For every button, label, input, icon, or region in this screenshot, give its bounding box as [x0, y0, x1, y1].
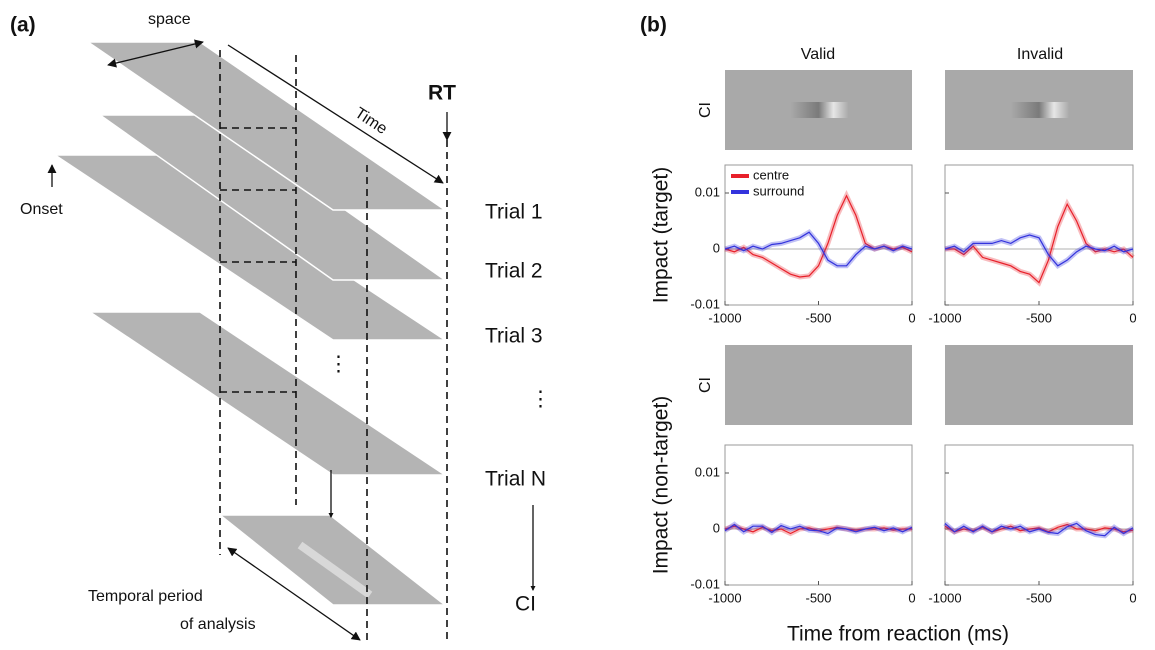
- x-tick-label: 0: [1129, 590, 1136, 605]
- ci-image: [945, 345, 1133, 425]
- x-tick-label: -1000: [708, 310, 741, 325]
- panel-label: (a): [10, 14, 36, 37]
- ellipsis: ⋮: [530, 388, 551, 411]
- column-title: Valid: [801, 46, 835, 63]
- plate: [87, 311, 448, 476]
- label: RT: [428, 82, 456, 105]
- y-tick-label: 0.01: [695, 184, 720, 199]
- y-tick-label: 0: [713, 520, 720, 535]
- x-tick-label: -500: [805, 590, 831, 605]
- series-line: [944, 522, 1134, 537]
- plate: [97, 114, 448, 281]
- x-tick-label: -500: [1026, 590, 1052, 605]
- row-label: CI: [697, 377, 714, 393]
- ellipsis: ⋮: [328, 353, 349, 376]
- x-tick-label: -500: [1026, 310, 1052, 325]
- label: Time: [352, 105, 391, 138]
- plot-area: [724, 444, 913, 586]
- x-tick-label: 0: [1129, 310, 1136, 325]
- plate: [52, 154, 448, 341]
- plot-area: [944, 444, 1134, 586]
- ci-image: [945, 102, 1133, 118]
- y-axis-label: Impact (target): [650, 167, 673, 304]
- legend-label: surround: [753, 183, 804, 198]
- time-arrow: [227, 44, 444, 184]
- panel-label: (b): [640, 14, 667, 37]
- trial-label: Trial N: [485, 468, 546, 491]
- x-tick-label: 0: [908, 310, 915, 325]
- panel-b: (b) Valid Invalid CI CI Impact (target) …: [640, 14, 1133, 646]
- x-tick-label: 0: [908, 590, 915, 605]
- trial-label: Trial 2: [485, 260, 543, 283]
- y-tick-label: -0.01: [690, 296, 720, 311]
- ci-image: [725, 345, 912, 425]
- series-line: [724, 523, 913, 535]
- ci-label: CI: [515, 593, 536, 616]
- y-tick-label: 0: [713, 240, 720, 255]
- x-tick-label: -1000: [928, 590, 961, 605]
- trial-label: Trial 1: [485, 201, 543, 224]
- row-label: CI: [697, 102, 714, 118]
- x-tick-label: -1000: [928, 310, 961, 325]
- y-tick-label: -0.01: [690, 576, 720, 591]
- label: of analysis: [180, 616, 256, 633]
- trial-label: Trial 3: [485, 325, 543, 348]
- plot-area: [724, 164, 913, 306]
- x-tick-label: -1000: [708, 590, 741, 605]
- panel-a: (a) space Time RT Onset Trial 1 Trial 2 …: [10, 11, 551, 641]
- label: space: [148, 11, 191, 28]
- legend-label: centre: [753, 167, 789, 182]
- ci-image: [725, 102, 912, 118]
- space-arrow: [107, 39, 204, 68]
- column-title: Invalid: [1017, 46, 1063, 63]
- plate: [217, 514, 448, 606]
- series-line: [724, 231, 913, 267]
- series-line: [944, 234, 1134, 267]
- x-tick-label: -500: [805, 310, 831, 325]
- period-arrow: [227, 547, 361, 641]
- y-tick-label: 0.01: [695, 464, 720, 479]
- label: Onset: [20, 201, 63, 218]
- y-axis-label: Impact (non-target): [650, 396, 673, 575]
- x-axis-label: Time from reaction (ms): [787, 623, 1009, 646]
- label: Temporal period: [88, 588, 203, 605]
